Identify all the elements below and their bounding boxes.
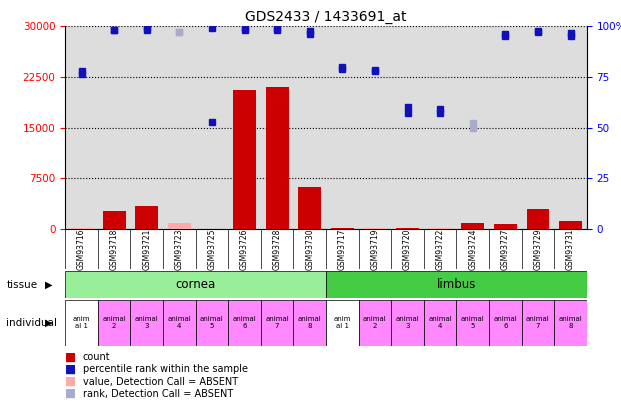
Bar [97,300,130,346]
Text: ■: ■ [65,375,76,388]
Text: ■: ■ [65,363,76,376]
Bar [298,187,321,229]
Text: GSM93729: GSM93729 [533,229,542,270]
Text: animal
4: animal 4 [168,316,191,330]
Title: GDS2433 / 1433691_at: GDS2433 / 1433691_at [245,10,407,24]
Bar [326,300,358,346]
Bar [233,90,256,229]
Text: individual: individual [6,318,57,328]
Bar [456,300,489,346]
Text: GSM93724: GSM93724 [468,229,477,270]
Text: animal
8: animal 8 [559,316,582,330]
Text: count: count [83,352,110,362]
Bar [554,300,587,346]
Bar [489,300,522,346]
Text: GSM93718: GSM93718 [110,229,119,270]
Text: GSM93727: GSM93727 [501,229,510,270]
Text: animal
2: animal 2 [363,316,387,330]
Text: GSM93725: GSM93725 [207,229,216,270]
Bar [102,211,125,229]
Text: ■: ■ [65,351,76,364]
Text: GSM93728: GSM93728 [273,229,281,270]
Text: animal
7: animal 7 [526,316,550,330]
Text: animal
2: animal 2 [102,316,126,330]
Bar [527,209,550,229]
Text: animal
6: animal 6 [233,316,256,330]
Text: animal
4: animal 4 [428,316,452,330]
Bar [228,300,261,346]
Bar [293,300,326,346]
Bar [391,300,424,346]
Bar [70,228,93,229]
Bar [196,300,228,346]
Text: ▶: ▶ [45,318,52,328]
Bar [494,224,517,229]
Text: rank, Detection Call = ABSENT: rank, Detection Call = ABSENT [83,389,233,399]
Text: ■: ■ [65,387,76,400]
Bar [358,300,391,346]
Text: tissue: tissue [6,279,37,290]
Bar [424,300,456,346]
Bar [428,228,451,229]
Bar [135,206,158,229]
Text: anim
al 1: anim al 1 [73,316,90,330]
Text: GSM93716: GSM93716 [77,229,86,270]
Text: animal
3: animal 3 [396,316,419,330]
Text: percentile rank within the sample: percentile rank within the sample [83,364,248,374]
Text: GSM93722: GSM93722 [436,229,445,270]
Text: anim
al 1: anim al 1 [333,316,351,330]
Text: GSM93720: GSM93720 [403,229,412,270]
Bar [266,87,289,229]
Bar [326,271,587,298]
Text: ▶: ▶ [45,279,52,290]
Text: animal
5: animal 5 [461,316,484,330]
Text: animal
8: animal 8 [298,316,322,330]
Text: animal
5: animal 5 [200,316,224,330]
Bar [396,228,419,229]
Text: GSM93719: GSM93719 [371,229,379,270]
Bar [163,300,196,346]
Bar [331,228,354,229]
Text: animal
6: animal 6 [494,316,517,330]
Text: GSM93721: GSM93721 [142,229,151,270]
Text: GSM93731: GSM93731 [566,229,575,270]
Bar [261,300,293,346]
Text: value, Detection Call = ABSENT: value, Detection Call = ABSENT [83,377,238,386]
Bar [461,224,484,229]
Text: GSM93717: GSM93717 [338,229,347,270]
Text: limbus: limbus [437,278,476,291]
Text: GSM93726: GSM93726 [240,229,249,270]
Bar [363,228,386,229]
Text: GSM93730: GSM93730 [306,229,314,271]
Bar [522,300,554,346]
Bar [65,300,97,346]
Text: GSM93723: GSM93723 [175,229,184,270]
Text: cornea: cornea [176,278,215,291]
Bar [559,221,582,229]
Bar [168,224,191,229]
Text: animal
7: animal 7 [265,316,289,330]
Bar [65,271,326,298]
Text: animal
3: animal 3 [135,316,158,330]
Bar [130,300,163,346]
